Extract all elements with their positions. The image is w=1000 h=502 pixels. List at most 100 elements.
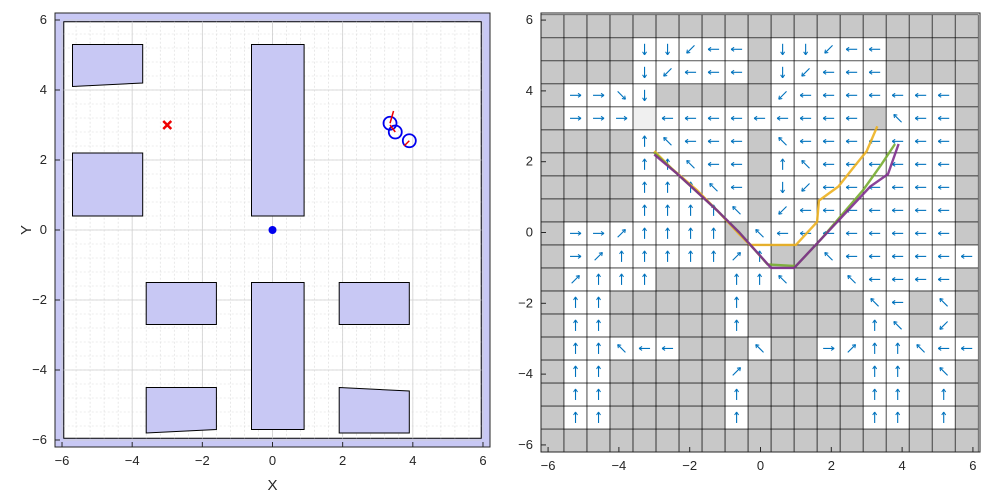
flow-arrow-head	[801, 72, 806, 77]
flow-arrow-head	[845, 184, 850, 190]
flow-arrow-head	[688, 250, 693, 255]
blocked-cell	[540, 106, 565, 131]
flow-arrow-head	[734, 319, 740, 324]
blocked-cell	[563, 129, 588, 154]
blocked-cell	[954, 313, 979, 338]
blocked-cell	[609, 175, 634, 200]
flow-arrow-head	[755, 229, 760, 234]
blocked-cell	[954, 290, 979, 315]
x-tick-label: 2	[339, 453, 346, 468]
flow-arrow	[686, 45, 695, 54]
x-tick-label: −4	[125, 453, 140, 468]
y-tick-label: −4	[32, 362, 47, 377]
blocked-cell	[632, 428, 657, 453]
flow-arrow-head	[778, 275, 783, 280]
blocked-cell	[563, 198, 588, 223]
flow-arrow	[824, 45, 833, 54]
flow-arrow-head	[895, 365, 901, 370]
flow-arrow-head	[734, 296, 740, 301]
blocked-cell	[747, 83, 772, 108]
flow-arrow-head	[577, 230, 582, 236]
y-tick-label: −2	[518, 295, 533, 310]
blocked-cell	[701, 313, 726, 338]
blocked-cell	[701, 336, 726, 361]
blocked-cell	[586, 14, 611, 39]
flow-arrow-head	[730, 115, 735, 121]
flow-arrow-head	[621, 229, 626, 234]
blocked-cell	[747, 129, 772, 154]
obstacle	[72, 152, 144, 217]
x-tick-label: 6	[969, 458, 976, 473]
blocked-cell	[954, 129, 979, 154]
blocked-cell	[793, 267, 818, 292]
blocked-cell	[908, 14, 933, 39]
flow-arrow-head	[596, 296, 601, 301]
flow-arrow-head	[937, 253, 942, 259]
blocked-cell	[540, 336, 565, 361]
blocked-cell	[747, 14, 772, 39]
flow-arrow-head	[730, 161, 735, 167]
flow-arrow	[801, 160, 810, 169]
x-tick-label: −4	[611, 458, 626, 473]
flow-arrow	[755, 344, 764, 353]
blocked-cell	[701, 290, 726, 315]
flow-arrow-head	[596, 388, 601, 393]
blocked-cell	[655, 313, 680, 338]
blocked-cell	[678, 290, 703, 315]
flow-arrow-head	[711, 227, 717, 232]
blocked-cell	[678, 83, 703, 108]
blocked-cell	[540, 83, 565, 108]
obstacle	[338, 282, 410, 325]
blocked-cell	[747, 359, 772, 384]
blocked-cell	[770, 405, 795, 430]
flow-arrow-head	[732, 205, 737, 211]
flow-arrow-head	[600, 115, 605, 121]
flow-arrow-head	[845, 138, 850, 144]
agent-heading	[403, 140, 410, 147]
blocked-cell	[816, 14, 841, 39]
path-line	[653, 125, 879, 247]
blocked-cell	[793, 313, 818, 338]
flow-arrow-head	[937, 207, 942, 213]
flow-arrow	[686, 160, 695, 169]
flow-arrow	[778, 91, 787, 100]
x-tick-label: 6	[479, 453, 486, 468]
flow-arrow-head	[600, 230, 605, 236]
flow-arrow-head	[937, 138, 942, 144]
flow-arrow-head	[895, 411, 901, 416]
goal-marker	[162, 120, 173, 130]
blocked-cell	[586, 152, 611, 177]
flow-arrow-head	[914, 230, 919, 236]
blocked-cell	[954, 382, 979, 407]
blocked-cell	[885, 60, 910, 85]
blocked-cell	[586, 37, 611, 62]
flow-arrow-head	[822, 207, 827, 213]
flow-arrow-head	[642, 273, 647, 278]
flow-arrow	[801, 68, 810, 77]
flow-arrow	[824, 252, 833, 261]
flow-arrow-head	[780, 74, 786, 79]
blocked-cell	[747, 152, 772, 177]
blocked-cell	[770, 336, 795, 361]
flow-arrow-head	[870, 298, 875, 303]
flow-arrow-head	[623, 115, 628, 121]
flow-arrow-head	[868, 276, 873, 282]
y-tick-label: 0	[526, 225, 533, 240]
flow-arrow-head	[851, 344, 857, 349]
flow-arrow-head	[868, 161, 873, 167]
flow-arrow-head	[734, 273, 740, 278]
flow-arrow-head	[711, 250, 717, 255]
blocked-cell	[954, 221, 979, 246]
flow-arrow-head	[801, 159, 806, 165]
flow-arrow-head	[776, 230, 781, 236]
blocked-cell	[839, 313, 864, 338]
blocked-cell	[678, 405, 703, 430]
flow-arrow-head	[822, 115, 827, 121]
y-tick-label: 2	[40, 152, 47, 167]
blocked-cell	[839, 405, 864, 430]
flow-arrow-head	[778, 136, 783, 142]
flow-arrow-head	[914, 115, 919, 121]
flow-arrow-head	[868, 46, 873, 52]
blocked-cell	[701, 83, 726, 108]
